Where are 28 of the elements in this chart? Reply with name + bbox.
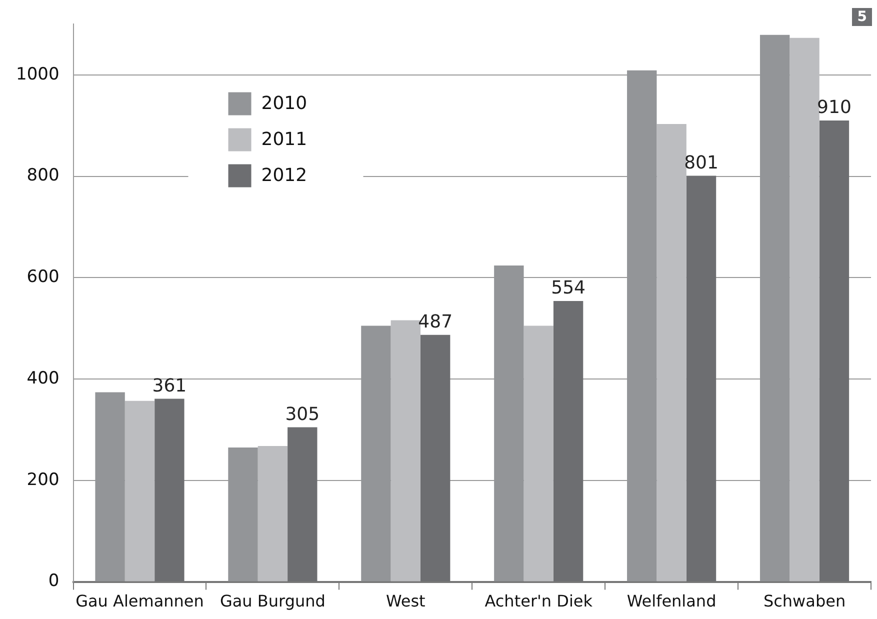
bar	[790, 38, 820, 582]
bar	[656, 124, 686, 582]
x-tick-label: Welfenland	[626, 592, 716, 611]
x-tick-label: Achter'n Diek	[484, 592, 594, 611]
data-label: 487	[418, 312, 453, 333]
data-label: 801	[684, 152, 718, 174]
y-tick-label: 600	[26, 267, 60, 288]
data-label: 305	[285, 404, 320, 425]
y-tick-label: 0	[48, 571, 60, 592]
legend-label: 2011	[261, 128, 308, 150]
data-label: 554	[551, 278, 586, 299]
bar	[524, 326, 554, 582]
y-tick-label: 1000	[16, 64, 60, 84]
x-tick-label: Gau Alemannen	[76, 592, 204, 611]
y-tick-label: 800	[26, 166, 60, 186]
x-tick-label: West	[386, 592, 426, 611]
legend-label: 2012	[261, 164, 308, 186]
annotation: 5	[852, 8, 872, 26]
x-tick-label: Schwaben	[763, 592, 846, 611]
data-label: 361	[152, 375, 187, 396]
x-tick-label: Gau Burgund	[220, 592, 326, 611]
bar	[390, 320, 420, 582]
data-label: 910	[817, 97, 852, 118]
y-tick-label: 400	[26, 368, 60, 388]
bar	[258, 446, 288, 582]
legend-label: 2010	[261, 92, 308, 114]
y-tick-label: 200	[26, 470, 60, 490]
bar	[124, 400, 155, 582]
